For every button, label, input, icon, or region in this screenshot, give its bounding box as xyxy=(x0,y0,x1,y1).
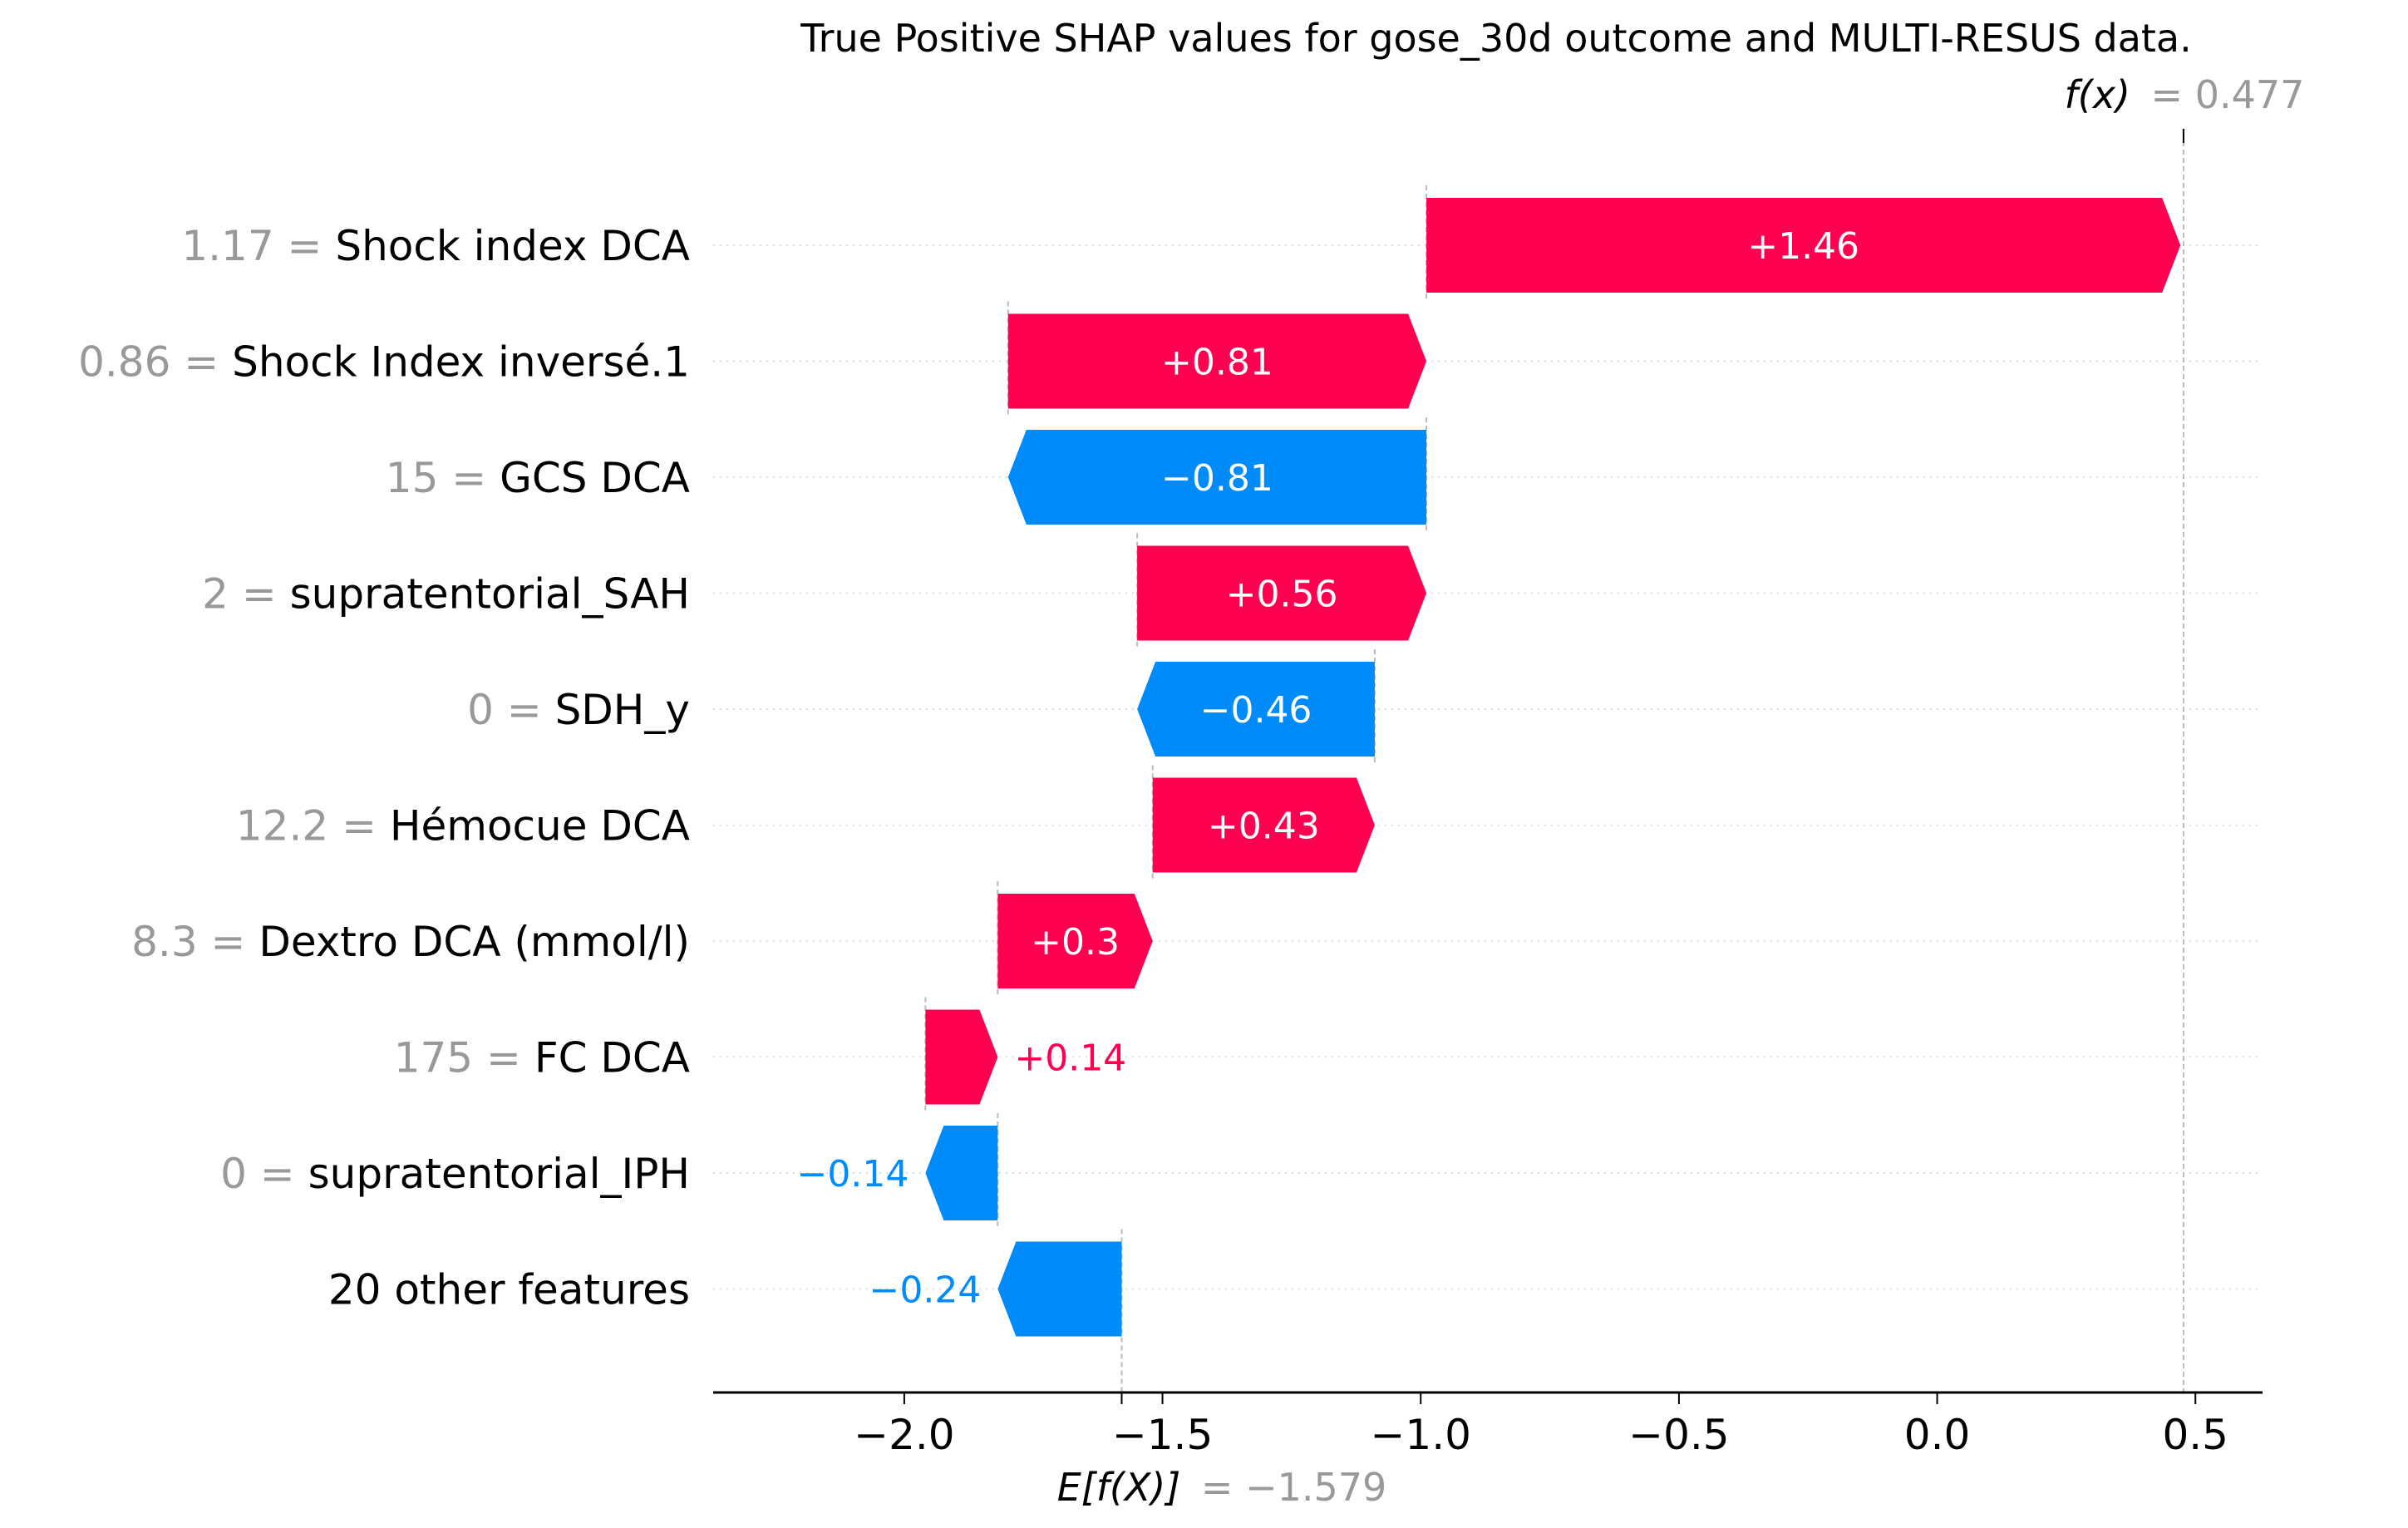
feature-value: 1.17 = xyxy=(181,222,335,270)
bar-negative xyxy=(1007,430,1427,525)
feature-value: 12.2 = xyxy=(236,802,390,850)
bar-value-label: +0.3 xyxy=(1031,921,1120,964)
feature-name: Hémocue DCA xyxy=(390,802,690,850)
feature-name: GCS DCA xyxy=(500,454,690,502)
feature-label: 8.3 = Dextro DCA (mmol/l) xyxy=(131,918,690,966)
bar-value-label: −0.24 xyxy=(869,1269,982,1312)
feature-label: 2 = supratentorial_SAH xyxy=(202,570,690,619)
feature-labels: 1.17 = Shock index DCA 0.86 = Shock Index… xyxy=(78,222,690,1314)
x-axis: −2.0 −1.5 −1.0 −0.5 0.0 0.5 xyxy=(713,1391,2263,1459)
bar-negative xyxy=(925,1126,998,1220)
feature-label: 1.17 = Shock index DCA xyxy=(181,222,690,270)
x-tick-label: −1.5 xyxy=(1112,1411,1213,1459)
feature-label: 175 = FC DCA xyxy=(394,1034,690,1082)
bar-value-label: −0.46 xyxy=(1200,689,1312,732)
x-tick-label: −1.0 xyxy=(1371,1411,1471,1459)
bar-value-label: +0.56 xyxy=(1226,574,1338,616)
feature-name: supratentorial_IPH xyxy=(308,1150,690,1198)
feature-label: 12.2 = Hémocue DCA xyxy=(236,802,690,850)
feature-value: 0 = xyxy=(220,1150,308,1198)
bar-value-label: +0.81 xyxy=(1161,342,1273,384)
bar-value-label: +0.14 xyxy=(1014,1038,1126,1080)
x-tick-label: −2.0 xyxy=(854,1411,954,1459)
bar-positive xyxy=(1137,545,1427,641)
feature-value: 15 = xyxy=(386,454,500,502)
feature-label: 0.86 = Shock Index inversé.1 xyxy=(78,338,690,387)
bar-positive xyxy=(1007,313,1427,409)
bar-value-label: +1.46 xyxy=(1747,225,1859,268)
feature-name: 20 other features xyxy=(328,1266,690,1314)
feature-value: 0 = xyxy=(467,686,555,734)
feature-name: Dextro DCA (mmol/l) xyxy=(259,918,690,966)
fx-annotation-text: f(x) = 0.477 xyxy=(2065,72,2305,117)
feature-name: supratentorial_SAH xyxy=(290,570,690,619)
bar-positive xyxy=(1152,777,1375,873)
bar-positive xyxy=(925,1009,998,1105)
x-tick-label: 0.0 xyxy=(1904,1411,1971,1459)
bar-value-label: +0.43 xyxy=(1208,806,1320,848)
feature-label: 15 = GCS DCA xyxy=(386,454,690,502)
feature-name: SDH_y xyxy=(555,686,690,734)
feature-value: 2 = xyxy=(202,570,290,619)
efx-annotation-text: E[f(X)] = −1.579 xyxy=(1057,1465,1387,1510)
efx-label: E[f(X)] xyxy=(1057,1465,1181,1510)
bar-negative xyxy=(1137,662,1375,757)
feature-value: 0.86 = xyxy=(78,338,232,387)
fx-annotation: f(x) = 0.477 xyxy=(2065,72,2305,117)
bar-value-label: −0.81 xyxy=(1161,457,1273,500)
chart-title: True Positive SHAP values for gose_30d o… xyxy=(800,16,2192,61)
efx-value: = −1.579 xyxy=(1201,1465,1386,1510)
bar-positive xyxy=(997,894,1153,988)
feature-name: Shock Index inversé.1 xyxy=(232,338,690,387)
fx-value: = 0.477 xyxy=(2151,72,2305,117)
feature-label: 0 = SDH_y xyxy=(467,686,690,734)
bar-value-label: −0.14 xyxy=(797,1153,909,1195)
bars: +1.46 +0.81 −0.81 +0.56 −0.46 +0.43 +0.3 +0.14 −… xyxy=(797,198,2181,1337)
feature-value: 175 = xyxy=(394,1034,534,1082)
feature-name: FC DCA xyxy=(534,1034,690,1082)
feature-label: 0 = supratentorial_IPH xyxy=(220,1150,690,1198)
feature-label: 20 other features xyxy=(328,1266,690,1314)
x-tick-label: 0.5 xyxy=(2162,1411,2228,1459)
bar-positive xyxy=(1426,198,2181,293)
feature-name: Shock index DCA xyxy=(335,222,690,270)
bar-negative xyxy=(997,1241,1122,1337)
fx-label: f(x) xyxy=(2065,72,2130,117)
feature-value: 8.3 = xyxy=(131,918,259,966)
x-tick-label: −0.5 xyxy=(1628,1411,1729,1459)
efx-annotation: E[f(X)] = −1.579 xyxy=(1057,1465,1387,1510)
